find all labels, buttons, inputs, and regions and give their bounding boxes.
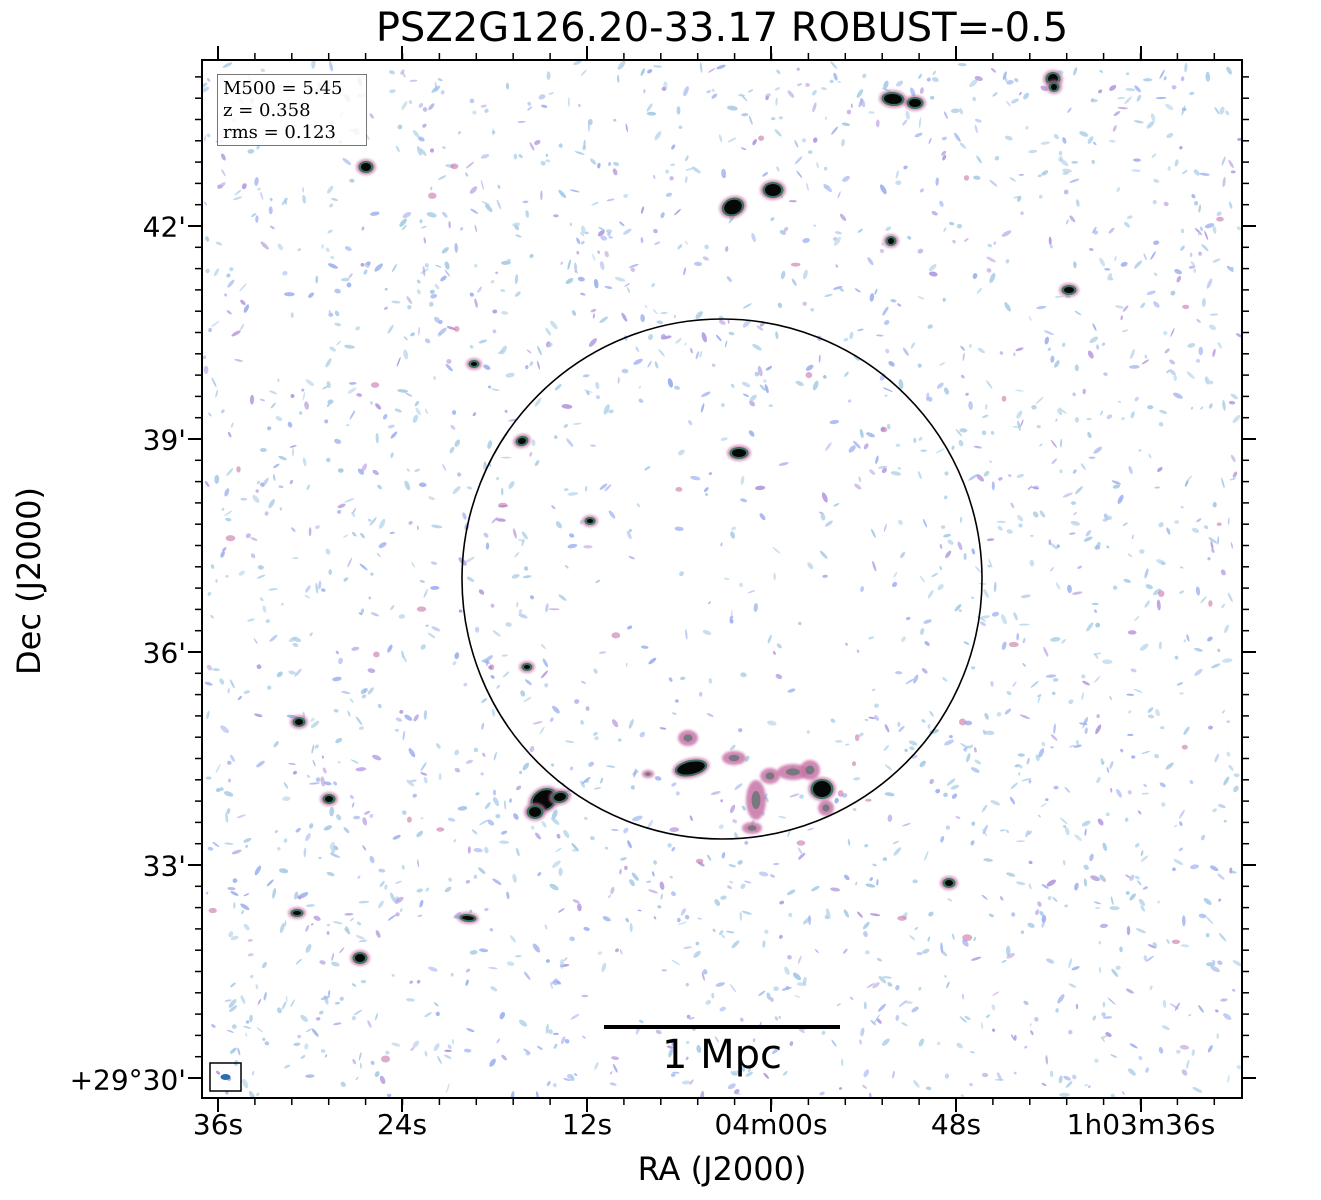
- radio-source: [320, 792, 338, 806]
- axis-ticks: [188, 46, 1256, 1112]
- radio-source: [672, 757, 710, 779]
- cluster-info-box: M500 = 5.45 z = 0.358 rms = 0.123: [217, 74, 367, 146]
- radio-source: [288, 907, 306, 919]
- diffuse-emission: [742, 822, 762, 834]
- x-tick-label: 48s: [930, 1108, 982, 1141]
- radio-source: [466, 358, 482, 370]
- radio-source: [519, 661, 535, 673]
- diffuse-emission: [678, 730, 698, 746]
- diffuse-emission: [818, 800, 834, 816]
- beam-box: [209, 1062, 242, 1092]
- diffuse-emission: [722, 751, 746, 765]
- diffuse-emission: [760, 768, 780, 784]
- x-tick-label: 04m00s: [714, 1108, 828, 1141]
- noise-texture: [202, 60, 1242, 1098]
- radio-source: [940, 876, 958, 890]
- radio-source: [719, 195, 747, 219]
- radio-source: [350, 950, 370, 966]
- diffuse-emission: [746, 780, 766, 820]
- radio-source: [879, 89, 907, 109]
- radio-source: [727, 445, 751, 461]
- x-tick-label: 24s: [376, 1108, 428, 1141]
- radio-source: [760, 180, 786, 200]
- y-tick-label: 33': [142, 849, 186, 883]
- x-axis-label: RA (J2000): [637, 1150, 807, 1188]
- diffuse-emission: [642, 770, 654, 778]
- radio-source: [524, 803, 546, 821]
- plot-frame: [201, 59, 1243, 1099]
- m500-label: M500 = 5.45: [223, 78, 343, 99]
- diffuse-emission: [800, 760, 820, 780]
- beam-ellipse: [220, 1074, 231, 1080]
- radio-source: [904, 95, 926, 111]
- y-axis-label: Dec (J2000): [10, 487, 48, 675]
- plot-title: PSZ2G126.20-33.17 ROBUST=-0.5: [375, 5, 1069, 51]
- radio-source: [457, 911, 479, 925]
- y-tick-label: 36': [142, 636, 186, 670]
- radio-source: [808, 777, 836, 801]
- radio-source: [1046, 80, 1062, 94]
- redshift-label: z = 0.358: [223, 100, 311, 121]
- radio-source: [290, 715, 308, 729]
- map-background: [202, 60, 1242, 1098]
- radio-source: [549, 788, 571, 806]
- x-tick-label: 1h03m36s: [1066, 1108, 1216, 1141]
- rms-label: rms = 0.123: [223, 122, 336, 143]
- radio-source: [582, 515, 598, 527]
- r500-circle: [461, 318, 983, 840]
- radio-source: [513, 433, 531, 449]
- radio-source: [1059, 283, 1079, 297]
- radio-sources: [288, 70, 1079, 966]
- scale-bar-label: 1 Mpc: [661, 1032, 783, 1078]
- radio-source: [883, 234, 899, 248]
- radio-source: [356, 159, 376, 175]
- y-tick-label: +29°30': [69, 1063, 186, 1097]
- x-tick-label: 36s: [192, 1108, 244, 1141]
- y-tick-label: 42': [142, 210, 186, 244]
- x-tick-label: 12s: [561, 1108, 613, 1141]
- y-tick-label: 39': [142, 423, 186, 457]
